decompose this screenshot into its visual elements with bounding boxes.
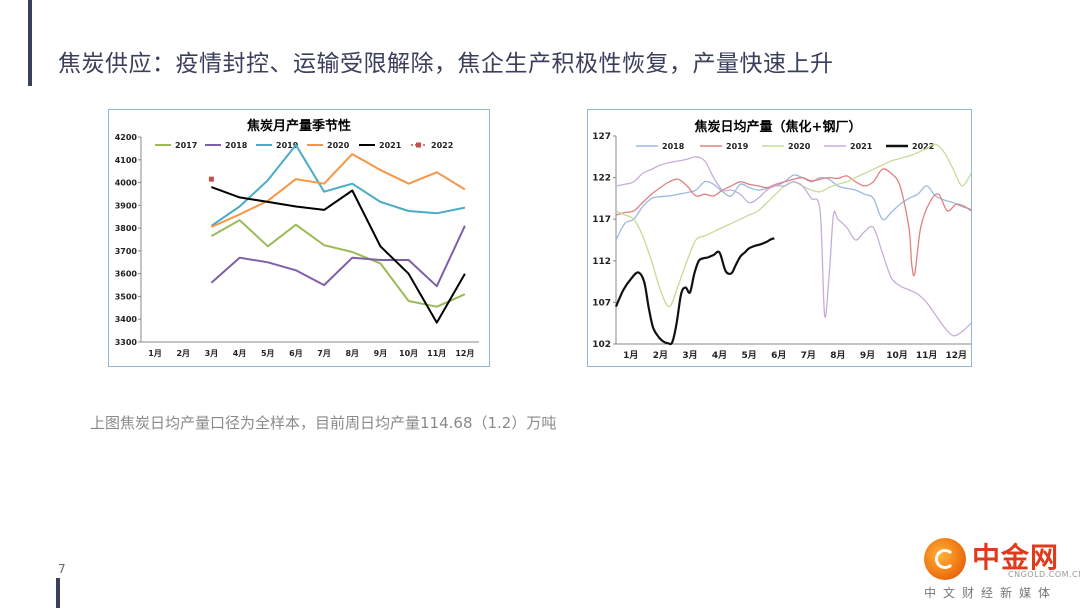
legend-label: 2019 [276, 141, 299, 150]
legend-marker [416, 142, 421, 148]
brand-tagline: 中文财经新媒体 [924, 586, 1058, 600]
x-tick-label: 12月 [945, 350, 967, 361]
monthly-output-chart: 焦炭月产量季节性 3300 3400 3500 3600 3700 3800 3900 4000… [108, 109, 490, 367]
series-line-2020 [210, 153, 466, 228]
x-tick-label: 3月 [205, 349, 219, 358]
y-tick-label: 4200 [115, 133, 138, 142]
x-tick-label: 2月 [176, 349, 190, 358]
x-tick-label: 10月 [399, 349, 418, 358]
x-tick-label: 6月 [289, 349, 303, 358]
x-tick-label: 1月 [623, 350, 638, 361]
brand-logo: 中金网 CNGOLD.COM.CN 中文财经新媒体 [918, 532, 1080, 602]
series-line-2020 [615, 143, 971, 308]
x-tick-label: 12月 [455, 349, 474, 358]
x-tick-label: 11月 [916, 350, 938, 361]
x-tick-label: 5月 [261, 349, 275, 358]
legend-label: 2018 [662, 142, 685, 151]
series-point-2022 [208, 176, 214, 182]
monthly-output-chart-svg: 焦炭月产量季节性 3300 3400 3500 3600 3700 3800 3900 4000… [115, 118, 479, 358]
y-tick-label: 3300 [115, 338, 138, 347]
x-tick-label: 7月 [317, 349, 331, 358]
y-tick-label: 4000 [115, 179, 138, 188]
legend-label: 2020 [327, 141, 350, 150]
y-tick-label: 122 [592, 174, 611, 184]
legend-label: 2018 [225, 141, 248, 150]
y-tick-label: 3600 [115, 270, 138, 279]
x-tick-label: 8月 [830, 350, 845, 361]
x-tick-label: 2月 [653, 350, 668, 361]
chart-caption: 上图焦炭日均产量口径为全样本，目前周日均产量114.68（1.2）万吨 [90, 414, 557, 432]
y-tick-label: 107 [592, 298, 611, 308]
y-tick-label: 3800 [115, 224, 138, 233]
legend-label: 2022 [912, 142, 934, 151]
y-tick-label: 102 [592, 340, 611, 350]
legend-label: 2020 [788, 142, 811, 151]
page-number: 7 [58, 562, 66, 576]
legend-label: 2021 [850, 142, 873, 151]
legend-label: 2017 [175, 141, 197, 150]
x-tick-label: 3月 [682, 350, 697, 361]
x-tick-label: 11月 [427, 349, 446, 358]
x-tick-label: 4月 [233, 349, 247, 358]
series-line-2019 [615, 168, 971, 277]
brand-name: 中金网 [972, 541, 1060, 574]
y-tick-label: 3900 [115, 201, 138, 210]
legend-label: 2021 [379, 141, 402, 150]
y-tick-label: 112 [592, 257, 611, 267]
x-tick-label: 10月 [886, 350, 908, 361]
brand-logo-icon [924, 538, 966, 580]
title-accent-bar [28, 0, 32, 86]
series-line-2019 [210, 144, 466, 227]
page-title: 焦炭供应：疫情封控、运输受限解除，焦企生产积极性恢复，产量快速上升 [58, 51, 834, 77]
chart-title: 焦炭月产量季节性 [246, 118, 351, 134]
x-tick-label: 5月 [741, 350, 756, 361]
series-line-2021 [615, 156, 971, 337]
y-tick-label: 3400 [115, 315, 138, 324]
series-line-2018 [210, 225, 466, 288]
x-tick-label: 9月 [860, 350, 875, 361]
brand-domain: CNGOLD.COM.CN [1008, 570, 1080, 579]
x-tick-label: 9月 [374, 349, 388, 358]
x-tick-label: 6月 [771, 350, 786, 361]
series-line-2021 [211, 186, 466, 324]
x-tick-label: 1月 [148, 349, 162, 358]
daily-output-chart-svg: 焦炭日均产量（焦化+钢厂） 102 107 112 117 122 127 1月 2月 3月 4月 5… [592, 119, 971, 361]
legend-label: 2019 [726, 142, 749, 151]
y-tick-label: 3500 [115, 292, 138, 301]
y-tick-label: 117 [592, 215, 611, 225]
y-tick-label: 127 [592, 132, 611, 142]
series-line-2018 [615, 174, 971, 241]
y-tick-label: 3700 [115, 247, 138, 256]
x-tick-label: 7月 [801, 350, 816, 361]
y-tick-label: 4100 [115, 156, 138, 165]
series-line-2022 [614, 237, 775, 346]
x-tick-label: 8月 [345, 349, 359, 358]
footer-accent-bar [56, 578, 60, 608]
x-tick-label: 4月 [712, 350, 727, 361]
daily-output-chart: 焦炭日均产量（焦化+钢厂） 102 107 112 117 122 127 1月 2月 3月 4月 5… [587, 109, 972, 367]
chart-title: 焦炭日均产量（焦化+钢厂） [694, 119, 862, 135]
series-line-2017 [210, 219, 466, 308]
legend-label: 2022 [431, 141, 453, 150]
